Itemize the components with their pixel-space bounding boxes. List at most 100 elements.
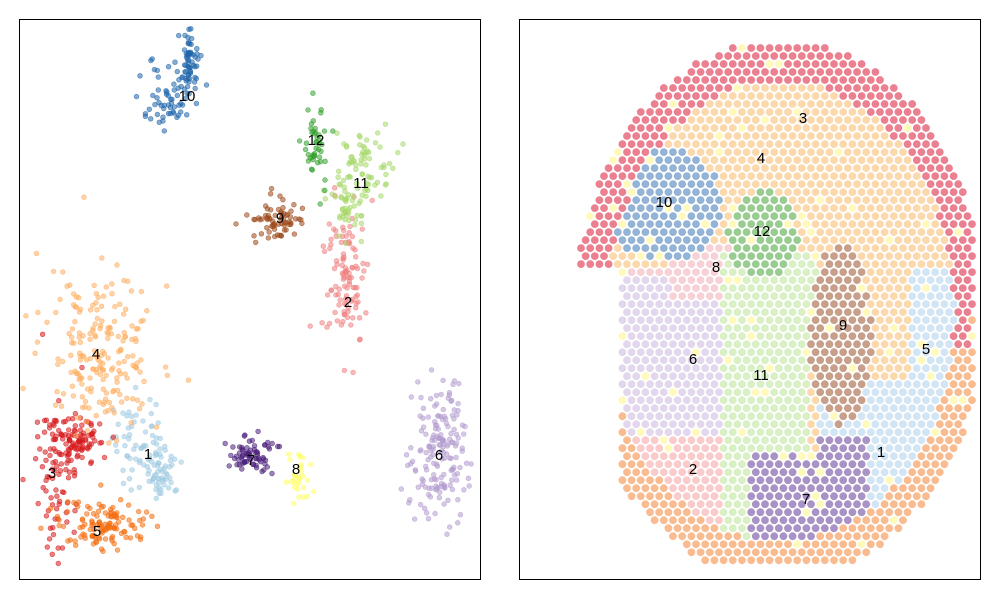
- spot: [705, 115, 715, 125]
- spot: [663, 427, 674, 437]
- point-cluster-1: [158, 454, 164, 460]
- spot: [852, 195, 862, 205]
- point-cluster-2: [321, 248, 328, 255]
- spot: [764, 75, 775, 85]
- spot: [760, 499, 770, 509]
- spot: [668, 499, 678, 509]
- spot-cluster-7: [746, 435, 871, 541]
- spot: [705, 195, 715, 205]
- spot: [829, 555, 839, 566]
- spot: [820, 235, 830, 245]
- point-cluster-4: [105, 330, 111, 337]
- spot: [723, 307, 733, 317]
- spot: [741, 419, 752, 429]
- spot: [958, 235, 968, 245]
- spot: [925, 355, 936, 365]
- spot: [843, 547, 853, 558]
- spot: [677, 323, 687, 333]
- spot: [769, 483, 779, 493]
- spot: [866, 299, 876, 309]
- spot: [783, 59, 793, 69]
- point-cluster-4: [68, 352, 74, 358]
- spot: [677, 355, 687, 365]
- point-cluster-1: [167, 457, 174, 464]
- spot: [760, 259, 770, 269]
- spot: [764, 139, 775, 149]
- point-cluster-6: [449, 477, 455, 483]
- point-cluster-5: [96, 523, 103, 529]
- spot: [737, 59, 747, 69]
- spot: [921, 283, 931, 293]
- point-cluster-3: [43, 457, 49, 463]
- point-cluster-12: [321, 128, 328, 134]
- spot: [875, 395, 885, 405]
- point-cluster-9: [274, 232, 281, 238]
- spot: [746, 171, 756, 181]
- point-cluster-5: [149, 513, 155, 519]
- spot: [700, 235, 710, 245]
- spot: [866, 411, 876, 421]
- spot: [935, 163, 945, 173]
- spot: [659, 179, 669, 189]
- spot: [718, 315, 729, 325]
- spot: [677, 307, 687, 317]
- spot: [585, 211, 595, 221]
- spot: [695, 163, 706, 173]
- spot: [847, 267, 858, 277]
- spot: [672, 331, 683, 341]
- point-cluster-10: [168, 96, 174, 103]
- spot: [718, 491, 729, 501]
- spot: [760, 227, 770, 237]
- spot: [902, 491, 913, 501]
- spot-cluster-12: [723, 187, 802, 277]
- spot: [866, 171, 876, 181]
- point-cluster-6: [451, 464, 457, 470]
- point-cluster-6: [453, 477, 460, 483]
- spot: [659, 131, 669, 141]
- spot: [741, 115, 752, 125]
- spot: [801, 523, 812, 533]
- spot: [870, 339, 881, 349]
- spot: [760, 275, 770, 285]
- spot: [659, 291, 669, 301]
- spot: [751, 227, 761, 237]
- spot: [686, 323, 697, 333]
- spot: [958, 347, 968, 357]
- spot: [649, 419, 660, 429]
- point-cluster-1: [152, 452, 159, 459]
- spot: [709, 459, 720, 469]
- spot: [728, 299, 738, 309]
- point-cluster-3: [101, 454, 108, 461]
- spot: [663, 235, 674, 245]
- spot: [907, 307, 917, 317]
- spot: [668, 467, 678, 477]
- spot: [889, 515, 899, 525]
- point-cluster-11: [351, 203, 357, 209]
- spot: [705, 259, 715, 269]
- point-cluster-5: [81, 532, 88, 538]
- spot: [787, 355, 798, 365]
- point-cluster-10: [158, 102, 164, 109]
- point-cluster-5: [98, 482, 104, 488]
- spot: [870, 499, 881, 509]
- spot: [682, 299, 692, 309]
- spot: [953, 195, 963, 205]
- spot: [861, 531, 871, 541]
- spot: [787, 83, 798, 93]
- spot: [824, 451, 835, 461]
- spot: [622, 275, 632, 285]
- point-cluster-4: [57, 296, 63, 303]
- point-cluster-6: [431, 460, 437, 466]
- point-cluster-5: [117, 497, 124, 503]
- point-cluster-6: [459, 445, 465, 451]
- spot: [916, 451, 927, 461]
- spot: [700, 187, 710, 197]
- point-cluster-10: [174, 92, 181, 99]
- spot: [815, 403, 825, 413]
- spot: [912, 395, 922, 405]
- point-cluster-3: [85, 446, 91, 452]
- spot: [613, 147, 623, 157]
- spot: [875, 219, 885, 229]
- point-cluster-4: [141, 378, 147, 384]
- spot: [787, 467, 798, 477]
